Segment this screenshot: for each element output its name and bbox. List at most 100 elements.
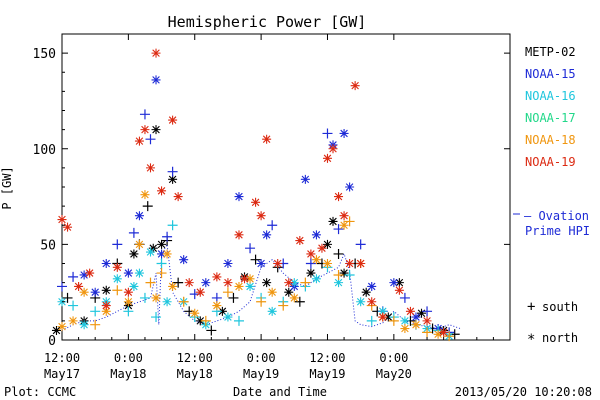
data-point-north xyxy=(378,312,388,322)
legend-item-noaa-15: NOAA-15 xyxy=(525,67,576,81)
data-point-north xyxy=(195,287,205,297)
legend-ovation-line2: Prime HPI xyxy=(525,224,590,238)
data-point-north xyxy=(85,268,95,278)
data-point-north xyxy=(79,320,89,330)
data-point-north xyxy=(311,230,321,240)
legend-item-noaa-17: NOAA-17 xyxy=(525,111,576,125)
data-point-south xyxy=(142,201,153,212)
data-point-north xyxy=(317,243,327,253)
data-point-south xyxy=(422,306,433,317)
data-point-north xyxy=(411,312,421,322)
x-tick-label-date: May18 xyxy=(110,367,146,381)
data-point-north xyxy=(367,281,377,291)
data-point-north xyxy=(234,192,244,202)
data-point-north xyxy=(112,274,122,284)
data-point-north xyxy=(328,216,338,226)
data-point-south xyxy=(333,248,344,259)
data-point-north xyxy=(173,192,183,202)
data-point-north xyxy=(350,81,360,91)
x-tick-label-time: 12:00 xyxy=(309,351,345,365)
data-point-north xyxy=(140,190,150,200)
data-point-north xyxy=(361,287,371,297)
data-point-south xyxy=(162,231,173,242)
data-point-south xyxy=(228,292,239,303)
data-point-north xyxy=(223,278,233,288)
data-point-north xyxy=(212,272,222,282)
data-point-north xyxy=(151,125,161,135)
data-point-north xyxy=(311,274,321,284)
data-point-north xyxy=(251,197,261,207)
y-tick-label: 100 xyxy=(33,143,56,158)
data-point-south xyxy=(233,315,244,326)
data-point-south xyxy=(139,292,150,303)
data-point-north xyxy=(101,306,111,316)
data-point-north xyxy=(245,281,255,291)
data-point-south xyxy=(388,315,399,326)
data-point-north xyxy=(322,239,332,249)
x-tick-label-time: 0:00 xyxy=(379,351,408,365)
data-point-south xyxy=(399,292,410,303)
data-point-north xyxy=(223,312,233,322)
data-point-north xyxy=(79,287,89,297)
data-point-north xyxy=(262,278,272,288)
plot-area xyxy=(51,48,461,342)
footer-timestamp: 2013/05/20 10:20:08 xyxy=(455,385,592,399)
data-point-south xyxy=(444,331,455,342)
data-point-north xyxy=(168,281,178,291)
data-point-south xyxy=(355,239,366,250)
data-point-south xyxy=(344,269,355,280)
data-point-north xyxy=(306,268,316,278)
data-point-south xyxy=(200,315,211,326)
data-point-north xyxy=(123,287,133,297)
data-point-north xyxy=(334,192,344,202)
data-point-north xyxy=(284,278,294,288)
data-point-north xyxy=(201,278,211,288)
data-point-south xyxy=(128,227,139,238)
data-point-north xyxy=(400,324,410,334)
data-point-north xyxy=(145,247,155,257)
data-point-north xyxy=(168,115,178,125)
data-point-north xyxy=(356,259,366,268)
data-point-north xyxy=(148,243,158,253)
data-point-north xyxy=(389,278,399,288)
data-point-north xyxy=(101,285,111,295)
footer-credit: Plot: CCMC xyxy=(4,385,76,399)
data-point-south xyxy=(112,285,123,296)
data-point-north xyxy=(234,230,244,240)
data-point-south xyxy=(90,306,101,317)
data-point-north xyxy=(151,48,161,58)
y-tick-label: 150 xyxy=(33,47,56,62)
data-point-south xyxy=(344,216,355,227)
data-point-north xyxy=(79,270,89,280)
data-point-north xyxy=(262,230,272,240)
data-point-south xyxy=(167,166,178,177)
data-point-north xyxy=(195,316,205,326)
data-point-north xyxy=(145,163,155,173)
data-point-north xyxy=(190,308,200,318)
data-point-south xyxy=(322,128,333,139)
data-point-north xyxy=(134,268,144,278)
x-tick-label-date: May18 xyxy=(177,367,213,381)
x-tick-label-date: May19 xyxy=(243,367,279,381)
data-point-north xyxy=(339,211,349,221)
data-point-south xyxy=(156,268,167,279)
data-point-south xyxy=(366,315,377,326)
data-point-south xyxy=(151,312,162,323)
data-point-south xyxy=(222,287,233,298)
data-point-south xyxy=(245,243,256,254)
data-point-south xyxy=(167,220,178,231)
legend-north-symbol: * xyxy=(527,332,535,348)
y-axis-label: P [GW] xyxy=(0,166,14,209)
data-point-south xyxy=(123,306,134,317)
data-point-north xyxy=(123,297,133,307)
data-point-north xyxy=(256,211,266,221)
data-point-north xyxy=(112,262,122,272)
x-tick-label-time: 0:00 xyxy=(247,351,276,365)
data-point-north xyxy=(295,236,305,246)
data-point-south xyxy=(156,258,167,269)
data-point-north xyxy=(345,182,355,192)
data-point-north xyxy=(378,306,388,316)
data-point-north xyxy=(284,287,294,297)
data-point-north xyxy=(311,255,321,265)
